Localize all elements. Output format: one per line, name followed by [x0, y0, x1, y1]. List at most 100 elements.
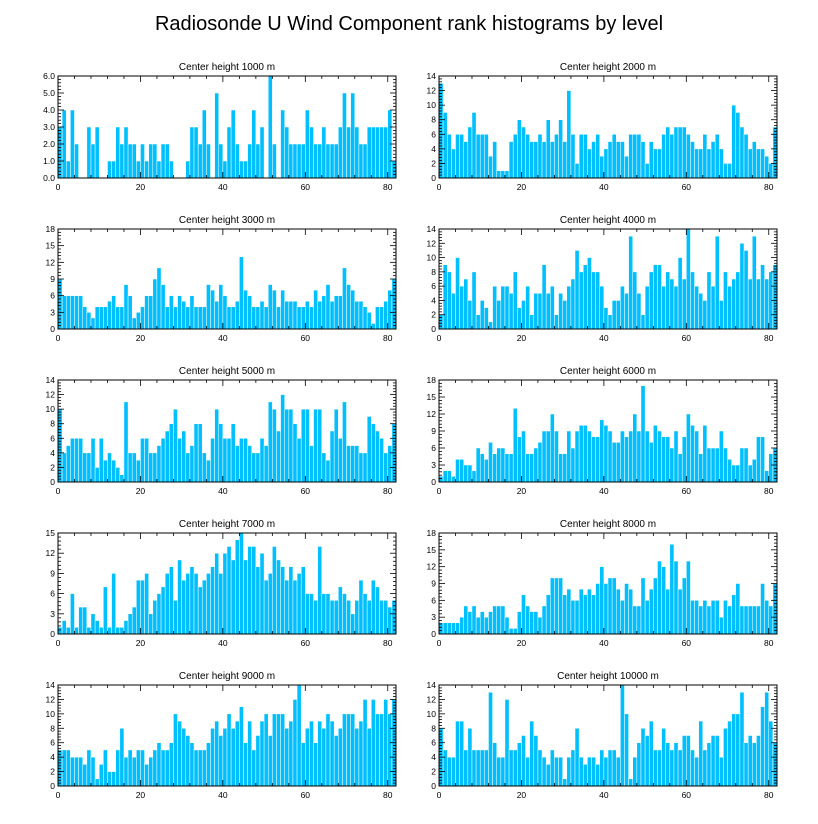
histogram-bar: [681, 126, 687, 179]
histogram-bar: [234, 300, 240, 330]
histogram-bar: [119, 474, 125, 483]
histogram-bar: [628, 235, 633, 330]
histogram-bar: [156, 742, 162, 787]
histogram-bar: [65, 445, 71, 483]
histogram-bar: [681, 436, 687, 483]
histogram-bar: [243, 160, 248, 179]
histogram-bar: [288, 408, 294, 483]
histogram-bar: [525, 756, 530, 787]
histogram-bar: [735, 713, 741, 787]
histogram-bar: [587, 588, 592, 635]
histogram-bar: [640, 728, 646, 787]
histogram-bar: [665, 588, 671, 635]
panel-frame: [438, 684, 778, 787]
histogram-bar: [562, 778, 568, 787]
histogram-bar: [309, 126, 314, 179]
histogram-bar: [719, 430, 724, 483]
histogram-bar: [442, 470, 448, 483]
histogram-bar: [488, 691, 493, 787]
histogram-bar: [193, 126, 199, 179]
histogram-bar: [74, 438, 79, 483]
y-tick-label: 14: [427, 71, 437, 81]
histogram-bar: [488, 155, 493, 179]
histogram-bar: [197, 586, 203, 635]
histogram-bar: [694, 285, 699, 330]
histogram-bar: [583, 264, 588, 330]
histogram-bar: [723, 600, 728, 635]
histogram-bar: [181, 728, 187, 787]
histogram-bar: [292, 143, 298, 179]
histogram-bar: [288, 720, 294, 787]
histogram-bar: [694, 148, 699, 179]
y-tick-label: 12: [427, 238, 437, 248]
histogram-bar: [599, 419, 605, 483]
histogram-bar: [690, 600, 695, 635]
histogram-bar: [442, 112, 448, 179]
histogram-bar: [669, 134, 675, 179]
histogram-bar: [239, 160, 244, 179]
histogram-bar: [276, 430, 281, 483]
histogram-bar: [70, 593, 75, 635]
histogram-bar: [496, 447, 502, 483]
histogram-bar: [545, 430, 551, 483]
histogram-bar: [438, 622, 444, 635]
histogram-bar: [140, 306, 145, 330]
histogram-bar: [189, 295, 195, 330]
histogram-bar: [160, 586, 166, 635]
histogram-bar: [305, 109, 310, 179]
histogram-bar: [90, 143, 96, 179]
histogram-bar: [669, 749, 675, 787]
histogram-bar: [317, 546, 323, 635]
histogram-bar: [550, 413, 555, 483]
panel-frame: [57, 379, 397, 483]
histogram-bar: [438, 476, 444, 483]
histogram-bar: [640, 385, 646, 483]
histogram-bar: [578, 425, 584, 483]
histogram-bar: [214, 720, 220, 787]
histogram-bar: [632, 413, 638, 483]
histogram-bar: [694, 756, 699, 787]
histogram-bar: [362, 306, 368, 330]
histogram-bar: [587, 257, 592, 330]
y-tick-label: 9: [50, 274, 55, 284]
y-tick-label: 6: [50, 589, 55, 599]
histogram-bar: [177, 720, 182, 787]
histogram-bar: [296, 684, 302, 787]
histogram-bar: [144, 295, 149, 330]
histogram-bar: [636, 134, 642, 179]
histogram-bar: [632, 756, 638, 787]
y-tick-label: 10: [46, 404, 56, 414]
histogram-bar: [338, 126, 343, 179]
histogram-bar: [451, 476, 456, 483]
histogram-bar: [591, 271, 596, 330]
histogram-bar: [263, 445, 269, 483]
histogram-bar: [70, 295, 75, 330]
histogram-panel: Center height 6000 m 0 20 40 60 80 0 3 6 9 12 15 18: [427, 366, 778, 496]
histogram-bar: [446, 134, 452, 179]
histogram-bar: [661, 134, 666, 179]
histogram-bar: [463, 278, 469, 330]
histogram-bar: [479, 453, 485, 483]
histogram-bar: [508, 141, 514, 179]
y-tick-label: 2.0: [43, 139, 55, 149]
histogram-bar: [375, 306, 380, 330]
histogram-bar: [756, 278, 761, 330]
histogram-bar: [665, 271, 671, 330]
histogram-bar: [276, 306, 281, 330]
histogram-bar: [148, 452, 154, 483]
histogram-bar: [321, 728, 327, 787]
histogram-bar: [197, 143, 203, 179]
x-tick-label: 0: [56, 486, 61, 496]
histogram-bar: [86, 452, 92, 483]
histogram-bar: [325, 593, 331, 635]
histogram-bar: [197, 306, 203, 330]
histogram-bar: [640, 577, 646, 635]
histogram-bar: [156, 593, 162, 635]
histogram-bar: [329, 600, 335, 635]
histogram-bar: [747, 278, 753, 330]
histogram-bar: [156, 267, 162, 330]
histogram-bar: [123, 756, 129, 787]
histogram-bar: [475, 134, 481, 179]
histogram-bar: [537, 749, 543, 787]
histogram-bar: [512, 749, 518, 787]
